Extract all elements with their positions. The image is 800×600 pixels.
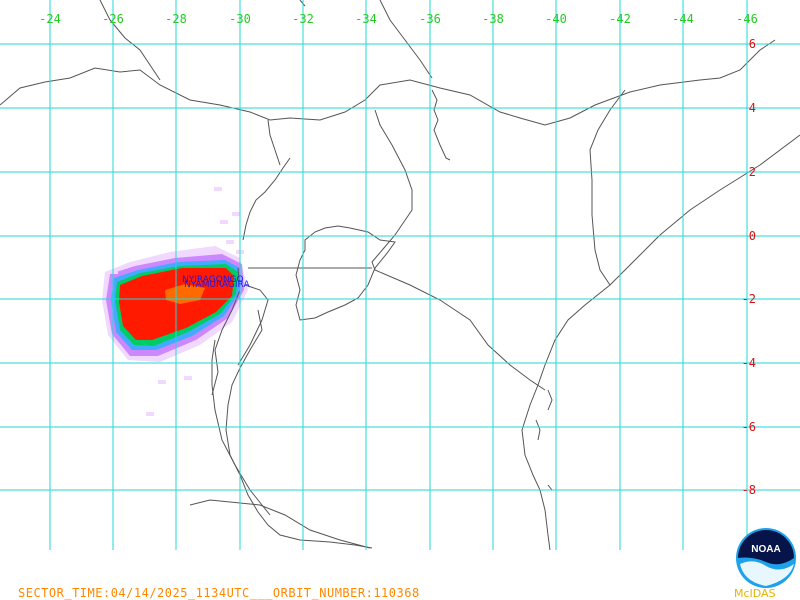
volcano-label-nyamuragira: NYAMURAGIRA	[184, 280, 250, 290]
latitude-labels: 6 4 2 0 -2 -4 -6 -8	[742, 37, 756, 497]
so2-plume	[102, 187, 248, 416]
border-north	[0, 39, 776, 126]
lake-tanganyika	[211, 339, 271, 516]
plume-speck	[146, 412, 154, 416]
latitude-label: 0	[749, 229, 756, 243]
longitude-label: -28	[165, 12, 187, 26]
lat-lon-grid	[0, 0, 800, 550]
longitude-label: -32	[292, 12, 314, 26]
longitude-label: -36	[419, 12, 441, 26]
latitude-label: -4	[742, 356, 756, 370]
border-top-left	[99, 0, 161, 81]
border-congo-uganda	[267, 119, 281, 166]
longitude-label: -42	[609, 12, 631, 26]
latitude-label: 6	[749, 37, 756, 51]
lake-albert	[242, 157, 291, 241]
longitude-label: -26	[102, 12, 124, 26]
sector-time-footer: SECTOR_TIME:04/14/2025_1134UTC___ORBIT_N…	[18, 586, 420, 600]
lake-victoria	[295, 225, 396, 321]
latitude-label: -8	[742, 483, 756, 497]
plume-speck	[232, 212, 240, 216]
plume-speck	[226, 240, 234, 244]
river-nile	[431, 89, 451, 161]
border-tanzania-west	[225, 309, 373, 549]
noaa-logo-text: NOAA	[751, 544, 780, 555]
border-somalia	[589, 89, 626, 286]
border-top-right	[379, 0, 433, 79]
border-east-diagonal	[521, 134, 800, 551]
latitude-label: -2	[742, 292, 756, 306]
border-tanzania-inner	[237, 284, 269, 366]
border-main-east	[371, 109, 546, 391]
plume-speck	[110, 270, 118, 274]
longitude-label: -40	[545, 12, 567, 26]
noaa-logo-icon: NOAA	[736, 528, 796, 588]
latitude-label: 2	[749, 165, 756, 179]
longitude-label: -46	[736, 12, 758, 26]
plume-speck	[184, 376, 192, 380]
plume-speck	[214, 187, 222, 191]
volcano-label-nyiragongo: NYIRAGONGO	[182, 275, 244, 285]
latitude-label: -6	[742, 420, 756, 434]
plume-speck	[158, 380, 166, 384]
longitude-label: -44	[672, 12, 694, 26]
longitude-label: -30	[229, 12, 251, 26]
mcidas-credit: McIDAS	[734, 587, 776, 600]
longitude-label: -38	[482, 12, 504, 26]
coast-islands	[535, 389, 553, 491]
plume-speck	[220, 220, 228, 224]
latitude-label: 4	[749, 101, 756, 115]
border-south	[189, 499, 371, 549]
longitude-label: -34	[355, 12, 377, 26]
longitude-label: -24	[39, 12, 61, 26]
longitude-labels: -24 -26 -28 -30 -32 -34 -36 -38 -40 -42 -44 -46	[39, 12, 758, 26]
